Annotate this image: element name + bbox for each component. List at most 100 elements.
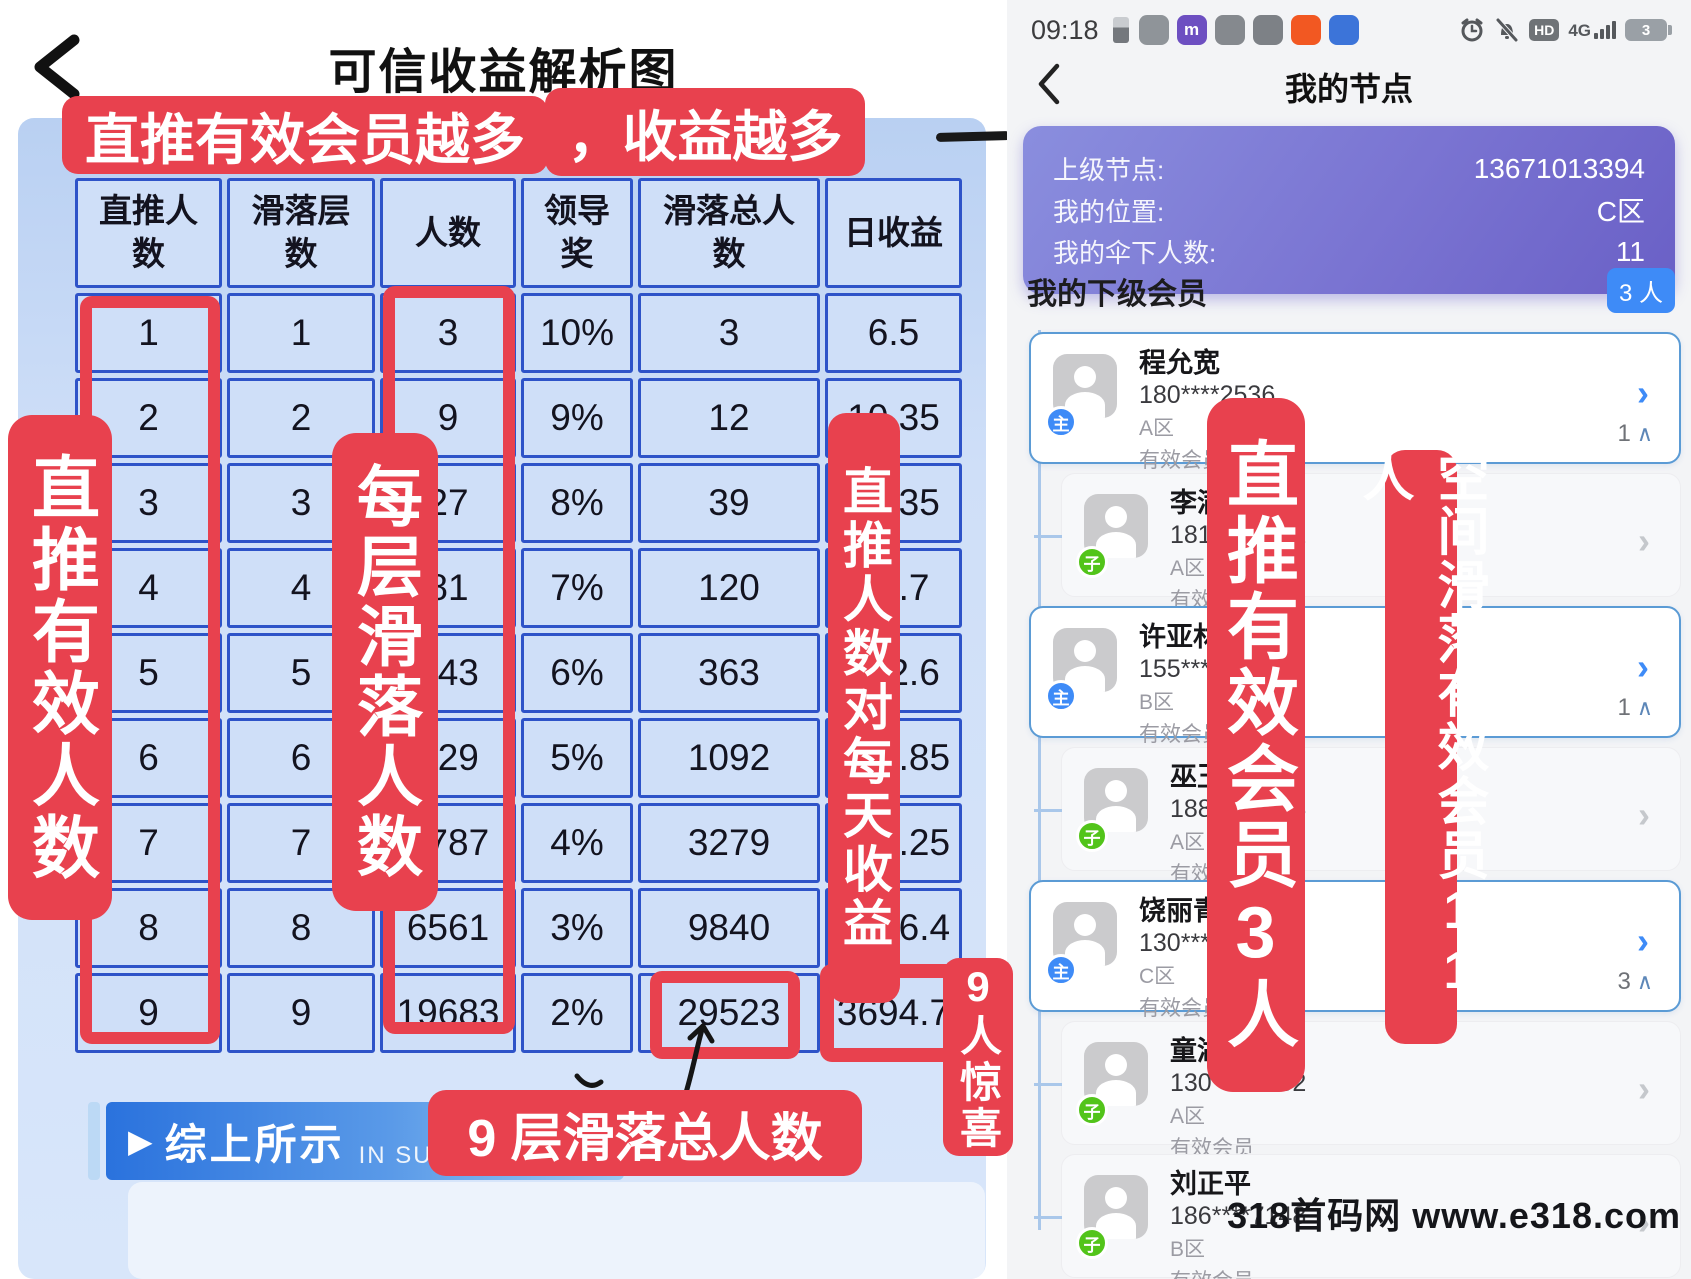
table-header-cell: 领导奖 bbox=[521, 178, 633, 288]
app-icon-penguin bbox=[1252, 15, 1283, 45]
annotation-direct-valid-count: 直推有效人数 bbox=[8, 415, 112, 920]
watermark: 318首码网 www.e318.com bbox=[1227, 1195, 1681, 1236]
table-cell: 12 bbox=[638, 378, 820, 458]
chevron-up-icon: ∧ bbox=[1636, 421, 1653, 446]
table-cell: 1 bbox=[227, 293, 375, 373]
chevron-right-icon[interactable]: › bbox=[1637, 372, 1649, 413]
table-cell: 363 bbox=[638, 633, 820, 713]
table-cell: 9 bbox=[227, 973, 375, 1053]
battery-icon bbox=[1112, 17, 1129, 43]
role-badge: 子 bbox=[1076, 820, 1108, 852]
table-cell: 3% bbox=[521, 888, 633, 968]
member-card[interactable]: 主 饶丽青 130****5587 C区 有效会员 › 3∧ bbox=[1029, 880, 1681, 1020]
table-cell: 5% bbox=[521, 718, 633, 798]
role-badge: 子 bbox=[1076, 546, 1108, 578]
node-umbrella-value: 11 bbox=[1615, 235, 1645, 267]
app-icon-tool bbox=[1138, 15, 1169, 45]
battery-level-icon: 3 bbox=[1625, 19, 1672, 41]
network-4g-icon: 4G bbox=[1568, 21, 1616, 39]
chevron-right-icon[interactable]: › bbox=[1637, 646, 1649, 687]
table-cell: 3279 bbox=[638, 803, 820, 883]
node-umbrella-label: 我的伞下人数: bbox=[1053, 238, 1217, 268]
role-badge: 主 bbox=[1045, 406, 1077, 438]
my-nodes-panel: 09:18 m HD 4G bbox=[1007, 0, 1691, 1279]
summary-accent-bar bbox=[88, 1102, 100, 1180]
table-cell: 6.5 bbox=[825, 293, 962, 373]
member-card[interactable]: 主 许亚林 155****6696 B区 有效会员 › 1∧ bbox=[1029, 606, 1681, 746]
table-header-cell: 滑落总人数 bbox=[638, 178, 820, 288]
chevron-right-icon[interactable]: › bbox=[1638, 1068, 1650, 1109]
status-time: 09:18 bbox=[1031, 14, 1099, 45]
table-header-cell: 日收益 bbox=[825, 178, 962, 288]
app-icon-blue bbox=[1328, 15, 1359, 45]
member-zone: B区 bbox=[1170, 1238, 1206, 1262]
status-right-icons: HD 4G 3 bbox=[1459, 17, 1672, 43]
member-zone: A区 bbox=[1139, 417, 1175, 441]
node-info-card: 上级节点: 13671013394 我的位置: C区 我的伞下人数: 11 bbox=[1023, 126, 1675, 294]
role-badge: 主 bbox=[1045, 680, 1077, 712]
annotation-surprise: 9人惊喜 bbox=[943, 958, 1013, 1156]
summary-label: 综上所示 bbox=[164, 1120, 345, 1168]
member-card[interactable]: 主 程允宽 180****2536 A区 有效会员 › 1 ∧ bbox=[1029, 332, 1681, 472]
node-card-row: 我的伞下人数: 11 bbox=[1053, 233, 1645, 270]
table-cell: 120 bbox=[638, 548, 820, 628]
highlight-box-total-29523 bbox=[650, 971, 800, 1059]
table-header-cell: 人数 bbox=[380, 178, 516, 288]
member-card[interactable]: 子 李满红 181****9761 A区 有效会员 › bbox=[1034, 473, 1681, 612]
bottom-panel bbox=[128, 1182, 985, 1279]
table-cell: 2% bbox=[521, 973, 633, 1053]
node-position-value: C区 bbox=[1596, 196, 1645, 227]
table-cell: 19683 bbox=[380, 973, 516, 1053]
table-cell: 8 bbox=[75, 888, 222, 968]
bell-muted-icon bbox=[1496, 18, 1518, 42]
member-zone: A区 bbox=[1170, 831, 1206, 855]
table-cell: 8 bbox=[227, 888, 375, 968]
chevron-right-icon[interactable]: › bbox=[1638, 794, 1650, 835]
section-title: 我的下级会员 bbox=[1027, 277, 1207, 311]
app-icon-m: m bbox=[1176, 15, 1207, 45]
chevron-right-icon[interactable]: › bbox=[1637, 920, 1649, 961]
income-table: 直推人数滑落层数人数领导奖滑落总人数日收益11310%36.52299%1210… bbox=[75, 178, 962, 1053]
member-card[interactable]: 子 刘正平 186****7148 B区 有效会员 › bbox=[1034, 1154, 1681, 1279]
member-zone: B区 bbox=[1139, 691, 1175, 715]
status-bar: 09:18 m HD 4G bbox=[1031, 10, 1672, 50]
expander[interactable]: 1 ∧ bbox=[1618, 694, 1653, 722]
member-status: 有效会员 bbox=[1170, 1265, 1660, 1279]
table-cell: 3 bbox=[638, 293, 820, 373]
app-icon-orange bbox=[1290, 15, 1321, 45]
hd-icon: HD bbox=[1529, 19, 1560, 41]
member-phone: 186****7148 bbox=[1170, 1202, 1307, 1231]
tree-connector-line bbox=[1038, 330, 1041, 1230]
member-zone: A区 bbox=[1170, 1105, 1206, 1129]
annotation-direct-members: 直推有效会员3人 bbox=[1207, 398, 1305, 1092]
table-cell: 9840 bbox=[638, 888, 820, 968]
section-header: 我的下级会员 3 人 bbox=[1027, 268, 1675, 313]
expander-count: 1 bbox=[1617, 420, 1631, 447]
member-status: 有效会员 bbox=[1139, 449, 1223, 473]
alarm-clock-icon bbox=[1461, 18, 1483, 42]
avatar bbox=[1084, 1042, 1148, 1106]
role-badge: 主 bbox=[1045, 954, 1077, 986]
member-status: 有效会员 bbox=[1139, 997, 1223, 1021]
back-icon[interactable] bbox=[1033, 62, 1063, 106]
expander[interactable]: 1 ∧ bbox=[1618, 420, 1653, 448]
expander-count: 1 bbox=[1617, 694, 1631, 721]
table-cell: 39 bbox=[638, 463, 820, 543]
chevron-right-icon[interactable]: › bbox=[1638, 520, 1650, 561]
role-badge: 子 bbox=[1076, 1227, 1108, 1259]
back-icon[interactable] bbox=[28, 34, 86, 100]
expander[interactable]: 3 ∧ bbox=[1618, 968, 1653, 996]
member-status: 有效会员 bbox=[1139, 723, 1223, 747]
annotation-daily-income: 直推人数对每天收益 bbox=[828, 413, 900, 1003]
expander-count: 3 bbox=[1617, 968, 1631, 995]
node-position-label: 我的位置: bbox=[1053, 196, 1165, 227]
member-card[interactable]: 子 童湖洲 130****1882 A区 有效会员 › bbox=[1034, 1021, 1681, 1160]
table-cell: 10% bbox=[521, 293, 633, 373]
nav-bar: 我的节点 bbox=[1007, 56, 1691, 112]
chevron-right-icon[interactable]: › bbox=[1638, 1201, 1650, 1242]
table-cell: 8% bbox=[521, 463, 633, 543]
table-cell: 1092 bbox=[638, 718, 820, 798]
avatar bbox=[1053, 902, 1117, 966]
node-card-row: 上级节点: 13671013394 bbox=[1053, 150, 1645, 187]
